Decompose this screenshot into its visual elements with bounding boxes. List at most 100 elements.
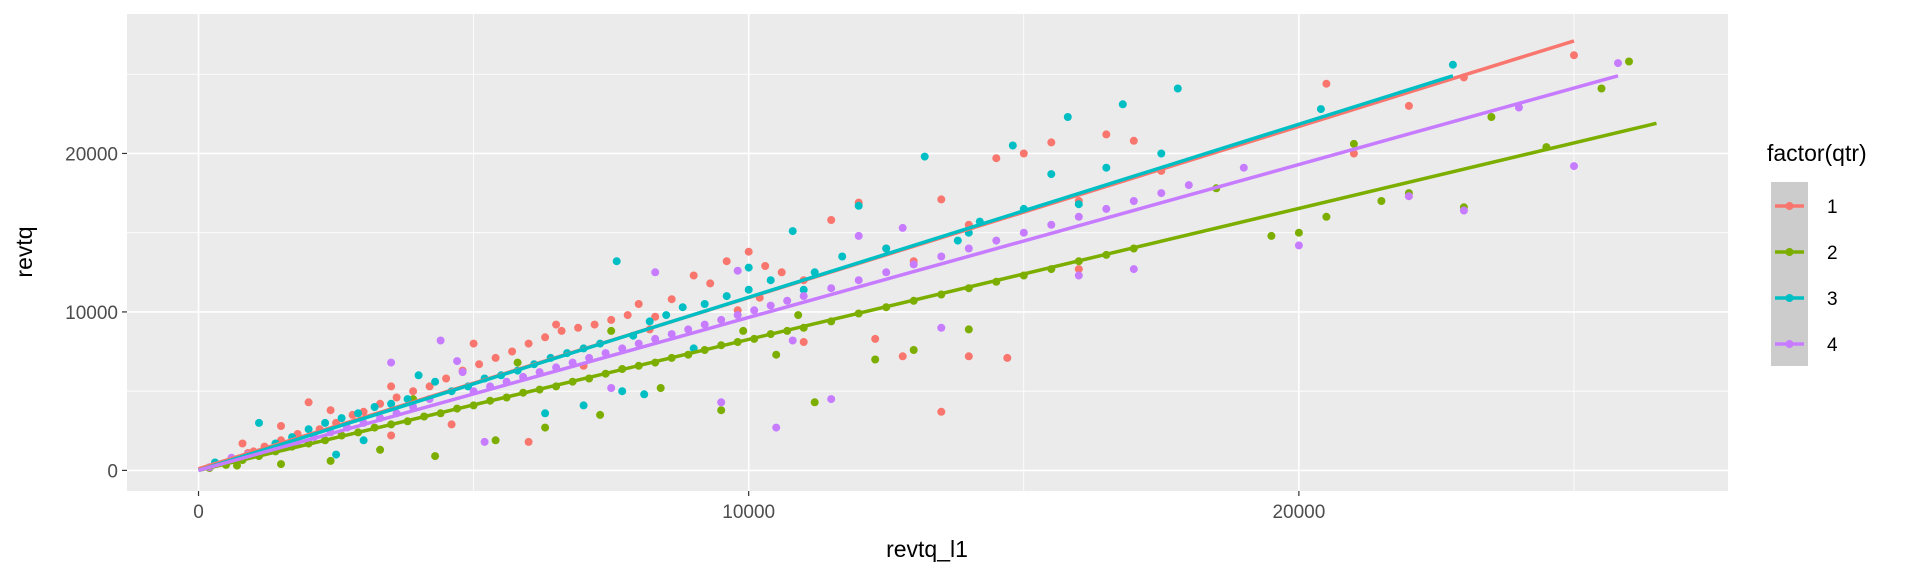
legend-label-2: 2: [1827, 243, 1838, 264]
data-point-qtr-4: [1074, 212, 1083, 221]
data-point-qtr-4: [387, 358, 396, 367]
data-point-qtr-2: [1377, 197, 1386, 205]
data-point-qtr-2: [541, 423, 550, 432]
data-point-qtr-3: [678, 303, 687, 312]
data-point-qtr-2: [1487, 113, 1496, 121]
data-point-qtr-1: [607, 315, 616, 324]
data-point-qtr-1: [1019, 149, 1028, 158]
data-point-qtr-1: [744, 247, 753, 256]
data-point-qtr-1: [1102, 130, 1111, 139]
data-point-qtr-3: [1008, 141, 1017, 150]
data-point-qtr-4: [964, 244, 973, 253]
data-point-qtr-1: [590, 320, 599, 329]
data-point-qtr-1: [1404, 101, 1413, 110]
data-point-qtr-2: [326, 456, 335, 465]
data-point-qtr-3: [618, 387, 627, 396]
data-point-qtr-4: [1157, 189, 1166, 198]
data-point-qtr-2: [431, 452, 440, 461]
data-point-qtr-3: [541, 409, 550, 418]
data-point-qtr-4: [651, 268, 660, 277]
trend-lines-layer: [197, 39, 1657, 473]
plot-panel: [127, 14, 1728, 491]
trend-line-qtr-2: [198, 121, 1657, 473]
data-point-qtr-1: [508, 347, 517, 356]
data-point-qtr-3: [744, 263, 753, 272]
data-point-qtr-3: [612, 257, 621, 266]
data-point-qtr-4: [607, 384, 616, 392]
data-point-qtr-4: [937, 252, 946, 261]
data-point-qtr-4: [882, 268, 891, 277]
data-point-qtr-1: [387, 382, 396, 391]
data-point-qtr-4: [1129, 197, 1138, 205]
data-point-qtr-1: [392, 393, 401, 402]
data-point-qtr-3: [359, 436, 368, 445]
x-tick-label: 10000: [722, 502, 775, 523]
data-point-qtr-4: [1129, 265, 1138, 274]
data-point-qtr-1: [722, 257, 731, 266]
data-point-qtr-4: [733, 266, 742, 275]
data-point-qtr-2: [656, 384, 665, 392]
data-point-qtr-2: [1349, 139, 1358, 148]
x-axis-title: revtq_l1: [886, 536, 968, 562]
data-point-qtr-1: [623, 311, 632, 320]
data-point-qtr-3: [640, 390, 649, 399]
data-point-qtr-4: [799, 292, 808, 301]
data-point-qtr-1: [1047, 138, 1056, 147]
data-point-qtr-3: [1074, 200, 1083, 209]
data-point-qtr-4: [717, 398, 726, 407]
data-point-qtr-4: [766, 301, 775, 310]
data-point-qtr-4: [1570, 162, 1578, 171]
data-point-qtr-4: [750, 306, 759, 315]
data-point-qtr-4: [898, 223, 907, 232]
data-point-qtr-3: [387, 399, 396, 408]
data-point-qtr-4: [827, 284, 836, 293]
data-point-qtr-4: [992, 236, 1001, 245]
data-point-qtr-2: [717, 406, 726, 415]
data-point-qtr-1: [277, 422, 285, 430]
data-point-qtr-3: [332, 450, 341, 459]
data-point-qtr-3: [1047, 170, 1056, 179]
data-point-qtr-1: [238, 439, 247, 448]
data-point-qtr-4: [1294, 241, 1303, 250]
data-point-qtr-2: [376, 445, 385, 454]
data-point-qtr-1: [937, 195, 946, 204]
data-point-qtr-3: [1118, 100, 1127, 109]
data-point-qtr-1: [326, 406, 335, 415]
data-point-qtr-3: [645, 317, 654, 326]
data-point-qtr-2: [233, 461, 241, 470]
data-point-qtr-3: [953, 236, 962, 245]
data-point-qtr-1: [557, 326, 566, 335]
data-point-qtr-2: [810, 398, 819, 407]
data-point-qtr-3: [854, 201, 863, 210]
major-gridlines: [127, 14, 1728, 491]
data-point-qtr-4: [937, 323, 946, 332]
data-point-qtr-4: [854, 276, 863, 285]
data-point-qtr-2: [739, 326, 748, 335]
data-point-qtr-3: [882, 244, 891, 253]
data-point-qtr-4: [717, 315, 726, 324]
data-point-qtr-1: [524, 339, 533, 348]
data-point-qtr-3: [838, 252, 847, 261]
data-point-qtr-3: [799, 285, 808, 294]
data-point-qtr-3: [1063, 113, 1072, 121]
data-point-qtr-1: [634, 300, 643, 308]
data-point-qtr-3: [431, 377, 440, 386]
data-point-qtr-2: [513, 358, 522, 367]
legend-label-4: 4: [1827, 335, 1838, 356]
legend-key-point-2: [1785, 248, 1794, 256]
data-point-qtr-4: [480, 437, 489, 446]
data-point-qtr-1: [651, 312, 660, 321]
data-point-qtr-1: [524, 437, 533, 446]
legend-key-point-3: [1785, 294, 1794, 302]
data-point-qtr-1: [469, 339, 478, 348]
data-point-qtr-2: [871, 355, 880, 364]
data-point-qtr-4: [1239, 163, 1248, 172]
data-point-qtr-1: [827, 216, 836, 224]
data-point-qtr-1: [442, 374, 451, 383]
data-point-qtr-3: [321, 418, 330, 427]
data-point-qtr-1: [1129, 136, 1138, 145]
data-point-qtr-1: [387, 431, 396, 440]
trend-line-qtr-4: [198, 74, 1619, 473]
